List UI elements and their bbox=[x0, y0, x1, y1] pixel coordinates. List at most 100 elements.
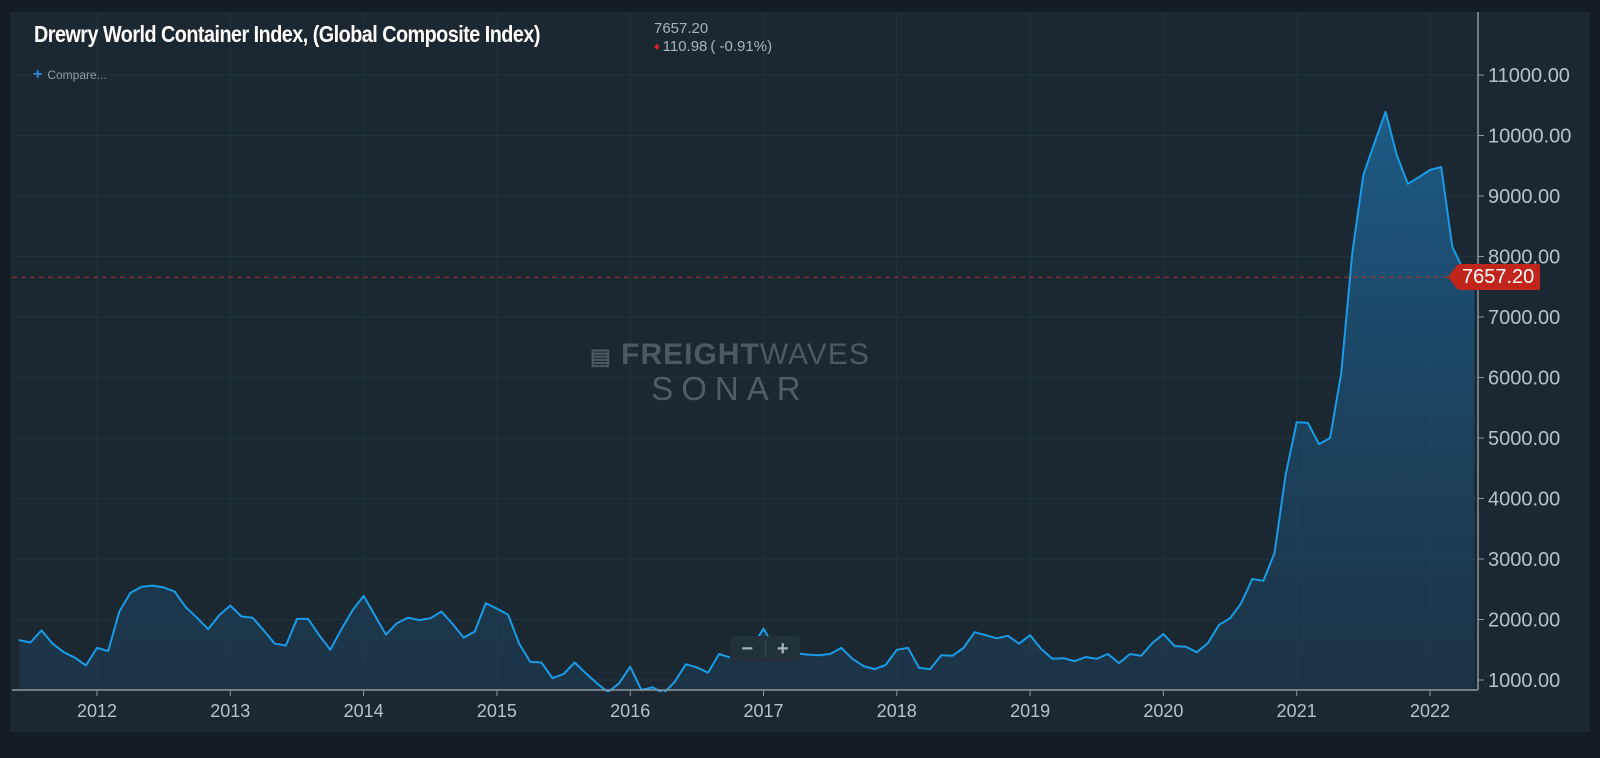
quote-summary: 7657.20 ♦ 110.98( -0.91%) bbox=[654, 20, 772, 56]
data-point bbox=[1251, 578, 1254, 580]
data-point bbox=[262, 629, 265, 632]
data-point bbox=[418, 619, 420, 621]
data-point bbox=[573, 661, 576, 664]
data-point bbox=[1107, 653, 1109, 655]
data-point bbox=[429, 617, 432, 620]
data-point bbox=[851, 658, 854, 660]
watermark-logo-icon: ▤ bbox=[590, 344, 612, 369]
x-tick-label: 2022 bbox=[1410, 701, 1450, 721]
data-point bbox=[396, 622, 398, 624]
data-point bbox=[718, 653, 720, 655]
data-point bbox=[1451, 246, 1454, 248]
data-point bbox=[1229, 617, 1231, 620]
data-point bbox=[840, 647, 843, 649]
data-point bbox=[74, 656, 76, 659]
watermark-brand-light: WAVES bbox=[759, 338, 870, 371]
x-tick-label: 2015 bbox=[477, 701, 517, 721]
data-point bbox=[518, 642, 520, 645]
data-point bbox=[1007, 635, 1009, 637]
data-point bbox=[296, 618, 298, 620]
data-point bbox=[984, 634, 987, 637]
data-point bbox=[1340, 372, 1342, 375]
freightwaves-sonar-watermark: ▤ FREIGHTWAVES SONAR bbox=[590, 338, 870, 408]
compare-button[interactable]: + Compare... bbox=[33, 66, 107, 84]
zoom-in-button[interactable]: + bbox=[776, 637, 789, 660]
data-point bbox=[174, 590, 176, 593]
data-point bbox=[1284, 474, 1287, 476]
data-point bbox=[229, 604, 232, 607]
data-point bbox=[85, 664, 87, 667]
series-area-fill bbox=[19, 111, 1475, 692]
data-point bbox=[1029, 634, 1031, 637]
data-point bbox=[1073, 660, 1076, 663]
y-tick-label: 5000.00 bbox=[1488, 428, 1560, 450]
y-tick-label: 10000.00 bbox=[1488, 126, 1571, 148]
x-tick-label: 2012 bbox=[77, 701, 117, 721]
data-point bbox=[107, 650, 109, 652]
plus-icon: + bbox=[33, 66, 43, 83]
data-point bbox=[218, 614, 221, 617]
y-tick-label: 11000.00 bbox=[1488, 65, 1570, 87]
data-point bbox=[451, 622, 454, 625]
data-point bbox=[562, 673, 565, 675]
y-tick-label: 8000.00 bbox=[1488, 247, 1560, 269]
zoom-separator bbox=[764, 640, 766, 658]
data-point bbox=[440, 610, 443, 613]
data-point bbox=[507, 613, 509, 616]
data-point bbox=[307, 618, 309, 620]
x-tick-label: 2021 bbox=[1277, 701, 1317, 721]
x-tick-label: 2013 bbox=[210, 701, 250, 721]
data-point bbox=[1129, 653, 1131, 655]
data-point bbox=[907, 647, 909, 649]
y-tick-label: 1000.00 bbox=[1488, 670, 1560, 692]
data-point bbox=[1084, 656, 1087, 658]
data-point bbox=[151, 584, 154, 587]
change-value: 110.98 bbox=[662, 38, 708, 55]
x-axis: 2011201220132014201520162017201820192020… bbox=[12, 689, 1478, 721]
data-point bbox=[340, 628, 343, 630]
y-tick-label: 7000.00 bbox=[1488, 307, 1560, 329]
data-point bbox=[329, 648, 332, 651]
data-point bbox=[884, 664, 887, 666]
data-point bbox=[1240, 602, 1243, 604]
compare-label: Compare... bbox=[47, 68, 107, 82]
data-point bbox=[285, 644, 287, 647]
data-point bbox=[1329, 437, 1331, 439]
data-point bbox=[1018, 642, 1020, 645]
data-point bbox=[929, 668, 931, 670]
data-point bbox=[29, 641, 32, 644]
data-point bbox=[196, 616, 198, 619]
data-point bbox=[1040, 648, 1043, 650]
data-point bbox=[1307, 422, 1309, 424]
data-point bbox=[673, 681, 676, 683]
data-point bbox=[807, 653, 809, 656]
zoom-out-button[interactable]: − bbox=[741, 637, 754, 660]
data-point bbox=[240, 615, 243, 618]
y-tick-label: 2000.00 bbox=[1488, 610, 1560, 632]
x-tick-label: 2020 bbox=[1143, 701, 1183, 721]
data-point bbox=[629, 665, 632, 668]
y-tick-label: 4000.00 bbox=[1488, 489, 1560, 511]
data-point bbox=[596, 682, 598, 685]
data-point bbox=[318, 634, 321, 637]
data-point bbox=[651, 686, 654, 689]
data-point bbox=[1362, 174, 1365, 176]
data-point bbox=[140, 586, 143, 588]
change-percent: ( -0.91%) bbox=[710, 38, 773, 55]
data-point bbox=[385, 633, 387, 636]
data-point bbox=[162, 586, 165, 589]
data-point bbox=[407, 616, 409, 619]
y-tick-label: 9000.00 bbox=[1488, 186, 1560, 208]
x-tick-label: 2014 bbox=[344, 701, 384, 721]
data-point bbox=[585, 672, 587, 675]
data-point bbox=[373, 614, 376, 617]
data-point bbox=[696, 666, 698, 669]
data-point bbox=[1373, 141, 1376, 144]
data-point bbox=[607, 691, 609, 692]
data-point bbox=[1184, 645, 1187, 648]
data-point bbox=[185, 606, 187, 609]
data-point bbox=[1140, 655, 1143, 657]
data-point bbox=[1151, 642, 1154, 644]
data-point bbox=[1095, 658, 1098, 660]
data-point bbox=[1218, 624, 1220, 626]
